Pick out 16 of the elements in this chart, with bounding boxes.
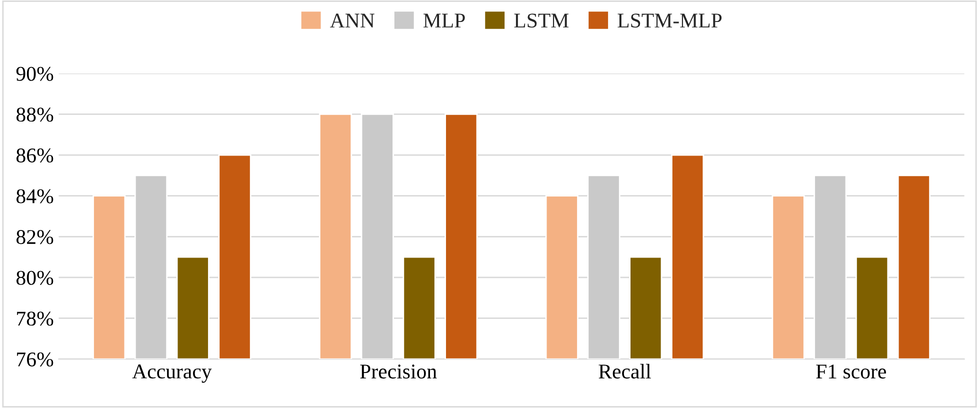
x-tick-label: F1 score bbox=[816, 364, 886, 379]
x-tick-label: Accuracy bbox=[132, 364, 212, 383]
legend-label: LSTM bbox=[514, 14, 569, 28]
y-tick-label: 82% bbox=[16, 230, 54, 244]
y-tick-label: 90% bbox=[16, 66, 54, 81]
legend-label: ANN bbox=[330, 14, 374, 28]
legend-label: MLP bbox=[423, 14, 465, 28]
y-tick-label: 84% bbox=[16, 189, 54, 204]
y-tick-label: 88% bbox=[16, 108, 54, 122]
y-tick-label: 80% bbox=[16, 270, 54, 285]
y-tick-label: 76% bbox=[17, 352, 54, 367]
x-tick-label: Precision bbox=[360, 364, 437, 379]
y-tick-label: 86% bbox=[16, 148, 54, 163]
legend-label: LSTM-MLP bbox=[618, 14, 722, 28]
y-tick-label: 78% bbox=[17, 312, 54, 326]
x-tick-label: Recall bbox=[598, 364, 651, 379]
